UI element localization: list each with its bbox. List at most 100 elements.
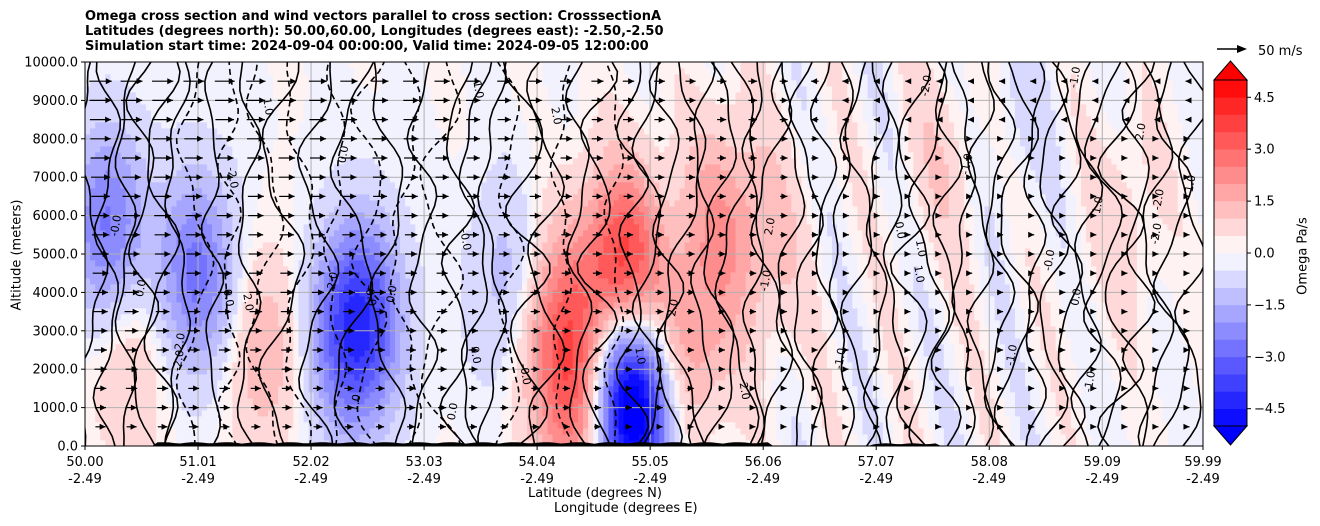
y-tick-label: 8000.0 [33,132,79,147]
wind-vector-head [997,385,1004,392]
contour-line [1082,62,1124,446]
wind-vector-head [843,155,850,161]
wind-vector-head [196,155,203,161]
wind-vector-head [873,270,880,277]
wind-vector-head [625,404,632,411]
wind-vector-head [780,347,787,353]
wind-vector-head [1123,97,1130,104]
x-tick-label-lat: 56.06 [745,455,782,470]
wind-vector-head [535,97,542,104]
wind-vector-head [504,174,511,181]
wind-vector-head [502,347,509,353]
wind-vector-head [1059,193,1066,200]
wind-vector-head [842,212,849,219]
wind-vector-head [1152,251,1159,257]
wind-vector-head [1183,270,1190,277]
contour-label: -1.0 [1003,343,1020,366]
colorbar-label: Omega Pa/s [1295,217,1311,295]
wind-vector-head [905,116,912,123]
quiver-key-arrowhead [1237,45,1247,53]
wind-vector-head [689,174,696,181]
wind-vector-head [536,78,543,85]
wind-vector-head [535,116,542,123]
wind-vector-head [351,78,358,85]
chart-title-line-1: Omega cross section and wind vectors par… [85,9,662,24]
wind-vector-head [566,78,573,85]
colorbar-segment [1214,166,1247,185]
wind-vector-head [596,231,603,238]
wind-vector-head [689,78,696,85]
wind-vector-head [1090,385,1097,392]
colorbar-segment [1214,218,1247,236]
wind-vector-head [1090,404,1097,411]
wind-vector-head [780,385,787,392]
wind-vector-head [999,97,1006,104]
wind-vector-head [502,327,509,334]
wind-vector-head [626,347,633,353]
wind-vector-head [750,270,757,277]
wind-vector-head [104,155,111,161]
wind-vector-head [532,423,539,430]
wind-vector-head [348,347,355,353]
wind-vector-head [750,116,757,123]
wind-vector-head [441,308,448,315]
wind-vector-head [842,289,849,296]
x-tick-label-lon: -2.49 [68,472,102,487]
wind-vector-head [135,116,142,123]
wind-vector-head [1183,347,1190,353]
wind-vector-head [781,78,788,85]
wind-vector-head [566,155,573,161]
wind-vector-head [224,347,231,353]
wind-vector-head [565,193,572,200]
wind-vector-head [440,385,447,392]
wind-vector-head [935,308,942,315]
wind-vector-head [658,193,665,200]
wind-vector-head [904,347,911,353]
wind-vector-head [255,327,262,334]
contour-label: -0.0 [1041,249,1058,272]
wind-vector-head [470,423,477,430]
wind-vector-head [99,423,106,430]
colorbar-tick-label: −4.5 [1254,402,1286,417]
wind-vector-head [1121,155,1128,161]
wind-vector-head [136,78,143,85]
wind-vector-head [533,327,540,334]
x-tick-label-lon: -2.49 [859,472,893,487]
wind-vector-head [1028,423,1035,430]
wind-vector-head [843,135,850,142]
wind-vector-head [999,78,1006,85]
wind-vector-head [966,174,973,181]
x-axis: 50.00 -2.49 51.01 -2.49 52.02 -2.49 53.03 -2.49… [66,446,1222,487]
wind-vector-head [504,116,511,123]
wind-vector-head [533,404,540,411]
wind-vector-head [225,270,232,277]
wind-vector-head [842,251,849,257]
wind-vector-head [286,366,293,373]
wind-vector-head [501,423,508,430]
wind-vector-head [472,270,479,277]
wind-vector-head [535,174,542,181]
wind-vector-head [442,155,449,161]
wind-vector-head [1028,327,1035,334]
contour-line [163,62,192,446]
wind-vector-head [134,212,141,219]
wind-vector-head [873,116,880,123]
wind-vector-head [904,308,911,315]
wind-vector-head [165,174,172,181]
wind-vector-head [380,270,387,277]
wind-vector-head [688,289,695,296]
wind-vector-head [750,135,757,142]
wind-vector-head [534,270,541,277]
y-tick-label: 10000.0 [24,56,78,71]
wind-vector-head [442,212,449,219]
wind-vector-head [594,423,601,430]
wind-vector-head [718,404,725,411]
wind-vector-head [687,385,694,392]
wind-vector-head [687,366,694,373]
wind-vector-head [472,289,479,296]
wind-vector-head [226,193,233,200]
wind-vector-head [197,135,204,142]
wind-vector-head [596,174,603,181]
wind-vector-head [105,97,112,104]
wind-vector-head [1183,289,1190,296]
